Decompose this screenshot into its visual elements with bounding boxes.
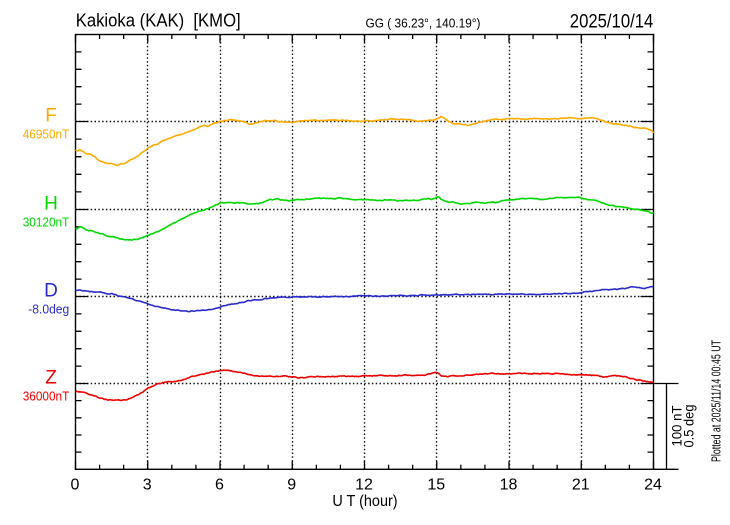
svg-text:12: 12	[355, 477, 373, 494]
svg-text:F: F	[45, 106, 57, 127]
svg-text:3: 3	[143, 477, 152, 494]
svg-text:0.5 deg: 0.5 deg	[682, 405, 697, 448]
svg-text:Plotted at 2025/11/14 00:45 UT: Plotted at 2025/11/14 00:45 UT	[710, 340, 724, 462]
svg-text:H: H	[44, 194, 58, 215]
svg-text:-8.0deg: -8.0deg	[28, 302, 69, 317]
svg-text:6: 6	[215, 477, 224, 494]
svg-text:36000nT: 36000nT	[23, 389, 70, 404]
svg-text:Z: Z	[45, 368, 57, 389]
svg-text:D: D	[44, 281, 58, 302]
svg-text:Kakioka (KAK) [KMO]: Kakioka (KAK) [KMO]	[76, 10, 241, 30]
svg-text:GG ( 36.23°, 140.19°): GG ( 36.23°, 140.19°)	[366, 15, 481, 30]
svg-text:9: 9	[287, 477, 296, 494]
svg-text:46950nT: 46950nT	[23, 127, 70, 142]
svg-text:2025/10/14: 2025/10/14	[570, 11, 654, 32]
svg-text:18: 18	[500, 477, 518, 494]
svg-text:24: 24	[644, 477, 662, 494]
svg-text:U T (hour): U T (hour)	[332, 493, 397, 510]
svg-text:100 nT: 100 nT	[670, 406, 685, 447]
svg-text:30120nT: 30120nT	[23, 215, 70, 230]
svg-text:21: 21	[572, 477, 590, 494]
svg-text:15: 15	[427, 477, 445, 494]
svg-text:0: 0	[71, 477, 80, 494]
